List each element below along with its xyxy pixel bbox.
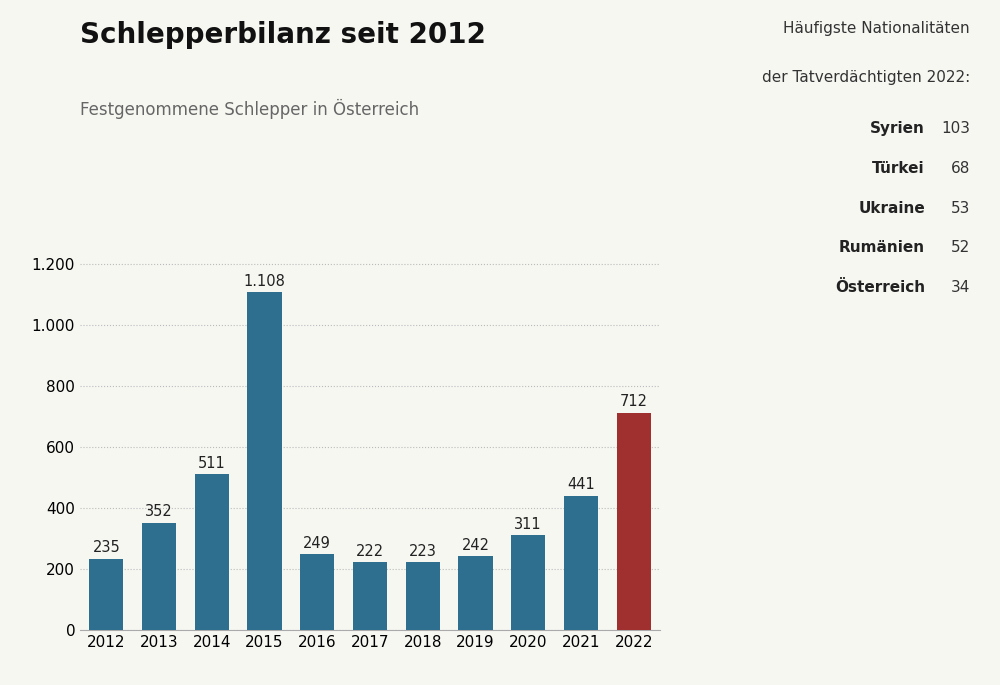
Text: Türkei: Türkei (872, 161, 925, 176)
Bar (300, 554, 334, 630)
Text: 352: 352 (145, 504, 173, 519)
Text: 1.108: 1.108 (244, 273, 285, 288)
Text: 511: 511 (198, 456, 226, 471)
Text: der Tatverdächtigten 2022:: der Tatverdächtigten 2022: (762, 70, 970, 85)
Text: 235: 235 (92, 540, 120, 555)
Text: Häufigste Nationalitäten: Häufigste Nationalitäten (783, 21, 970, 36)
Text: Österreich: Österreich (835, 280, 925, 295)
Bar (564, 496, 598, 630)
Text: Rumänien: Rumänien (839, 240, 925, 256)
Bar (458, 556, 493, 630)
Text: Festgenommene Schlepper in Österreich: Festgenommene Schlepper in Österreich (80, 99, 419, 119)
Text: 441: 441 (567, 477, 595, 492)
Text: 34: 34 (951, 280, 970, 295)
Text: 242: 242 (461, 538, 489, 553)
Bar (616, 413, 651, 630)
Text: 103: 103 (941, 121, 970, 136)
Text: Syrien: Syrien (870, 121, 925, 136)
Text: 223: 223 (409, 543, 437, 558)
Bar (89, 558, 123, 630)
Text: 311: 311 (514, 516, 542, 532)
Bar (142, 523, 176, 630)
Bar (247, 292, 282, 630)
Text: 222: 222 (356, 544, 384, 559)
Bar (353, 562, 387, 630)
Text: 52: 52 (951, 240, 970, 256)
Bar (511, 536, 545, 630)
Text: 53: 53 (951, 201, 970, 216)
Text: 249: 249 (303, 536, 331, 551)
Text: 68: 68 (951, 161, 970, 176)
Text: Ukraine: Ukraine (858, 201, 925, 216)
Bar (406, 562, 440, 630)
Text: Schlepperbilanz seit 2012: Schlepperbilanz seit 2012 (80, 21, 486, 49)
Text: 712: 712 (620, 395, 648, 410)
Bar (195, 474, 229, 630)
